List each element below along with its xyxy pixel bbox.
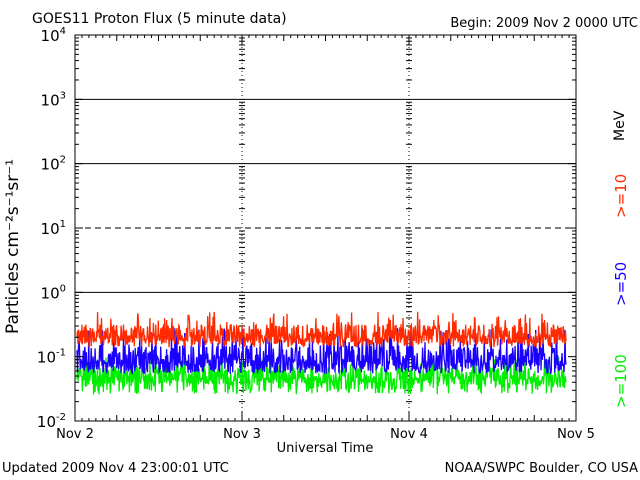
legend-ge10: >=10 [612,173,630,218]
x-tick-label: Nov 3 [223,427,261,442]
axis-ticks [74,34,577,422]
updated-label: Updated 2009 Nov 4 23:00:01 UTC [2,461,229,476]
reference-lines [75,98,576,293]
y-tick-label: 10-2 [37,412,66,431]
x-axis-label: Universal Time [276,441,374,456]
legend-ge100: >=100 [612,354,630,408]
x-tick-label: Nov 4 [390,427,428,442]
y-tick-label: 10-1 [37,348,66,367]
begin-label: Begin: 2009 Nov 2 0000 UTC [450,16,638,31]
series-line-ge50 [76,328,567,375]
y-tick-label: 104 [41,26,66,45]
series-line-ge10 [76,311,567,349]
chart-title: GOES11 Proton Flux (5 minute data) [32,11,287,27]
y-tick-label: 100 [41,283,66,302]
y-tick-label: 102 [41,155,66,174]
source-label: NOAA/SWPC Boulder, CO USA [444,461,638,476]
y-axis-label: Particles cm⁻²s⁻¹sr⁻¹ [3,158,23,334]
series-lines [76,311,567,395]
x-tick-label: Nov 2 [56,427,94,442]
x-tick-label: Nov 5 [557,427,595,442]
legend-unit: MeV [612,110,628,141]
y-tick-label: 103 [41,90,66,109]
y-tick-label: 101 [41,219,66,238]
legend-ge50: >=50 [612,261,630,306]
y-tick-labels: 10-2 10-1 100 101 102 103 104 [37,26,66,431]
